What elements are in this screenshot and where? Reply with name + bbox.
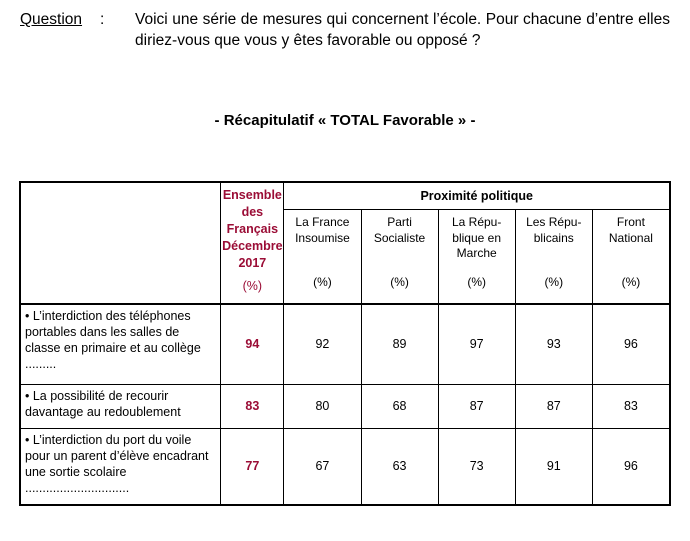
party-line: blicains: [533, 230, 574, 245]
party-pct: (%): [621, 275, 641, 289]
row-label: • La possibilité de recourir davantage a…: [19, 383, 222, 429]
ensemble-value: 77: [220, 427, 285, 505]
cell-value: 96: [591, 303, 671, 385]
party-name: Les Répu- blicains: [516, 210, 592, 275]
party-line: Les Répu-: [526, 215, 582, 229]
table-row: • La possibilité de recourir davantage a…: [19, 383, 671, 429]
ensemble-value: 83: [220, 383, 285, 429]
row-label: • L’interdiction des téléphones portable…: [19, 303, 222, 385]
cell-value: 80: [283, 383, 362, 429]
results-table: Ensemble des Français Décembre 2017 (%) …: [19, 181, 671, 506]
party-header-ps: Parti Socialiste (%): [360, 209, 439, 305]
cell-value: 96: [591, 427, 671, 505]
party-header-lfi: La France Insoumise (%): [283, 209, 362, 305]
party-name: La France Insoumise: [284, 210, 360, 275]
cell-value: 63: [360, 427, 439, 505]
party-header-fn: Front National (%): [591, 209, 671, 305]
cell-value: 67: [283, 427, 362, 505]
row-label: • L’interdiction du port du voile pour u…: [19, 427, 222, 505]
proximite-title: Proximité politique: [283, 182, 670, 210]
cell-value: 83: [591, 383, 671, 429]
ensemble-header: Ensemble des Français Décembre 2017 (%): [220, 182, 285, 305]
cell-value: 68: [360, 383, 439, 429]
party-line: Socialiste: [373, 230, 426, 245]
cell-value: 91: [514, 427, 593, 505]
ensemble-line: des: [241, 205, 264, 219]
cell-value: 87: [437, 383, 516, 429]
cell-value: 97: [437, 303, 516, 385]
party-line: Insoumise: [295, 230, 350, 245]
party-name: La Répu- blique en Marche: [439, 210, 515, 275]
cell-value: 93: [514, 303, 593, 385]
corner-cell: [19, 182, 222, 305]
party-pct: (%): [544, 275, 564, 289]
party-line: Parti: [387, 215, 412, 229]
ensemble-line: Français: [226, 222, 279, 236]
party-pct: (%): [467, 275, 486, 289]
ensemble-line: Décembre: [222, 239, 283, 253]
party-name: Parti Socialiste: [362, 210, 438, 275]
table-row: • L’interdiction du port du voile pour u…: [19, 427, 671, 505]
cell-value: 89: [360, 303, 439, 385]
question-colon: :: [100, 11, 105, 28]
party-line: La Répu-: [451, 215, 502, 229]
ensemble-value: 94: [220, 303, 285, 385]
recap-title: - Récapitulatif « TOTAL Favorable » -: [214, 112, 476, 129]
party-pct: (%): [313, 275, 332, 289]
cell-value: 73: [437, 427, 516, 505]
party-name: Front National: [593, 210, 669, 275]
party-header-lr: Les Répu- blicains (%): [514, 209, 593, 305]
party-line: Marche: [456, 246, 497, 260]
party-line: blique en: [452, 230, 502, 245]
party-pct: (%): [390, 275, 409, 289]
ensemble-line: Ensemble: [222, 188, 282, 202]
party-line: Front: [616, 215, 645, 229]
ensemble-pct: (%): [242, 279, 263, 293]
question-text: Voici une série de mesures qui concernen…: [135, 11, 670, 49]
table-row: • L’interdiction des téléphones portable…: [19, 303, 671, 385]
question-label: Question: [20, 11, 83, 28]
party-line: La France: [295, 215, 350, 229]
party-line: National: [608, 230, 653, 245]
cell-value: 92: [283, 303, 362, 385]
ensemble-line: 2017: [238, 256, 267, 270]
cell-value: 87: [514, 383, 593, 429]
party-header-lrem: La Répu- blique en Marche (%): [437, 209, 516, 305]
